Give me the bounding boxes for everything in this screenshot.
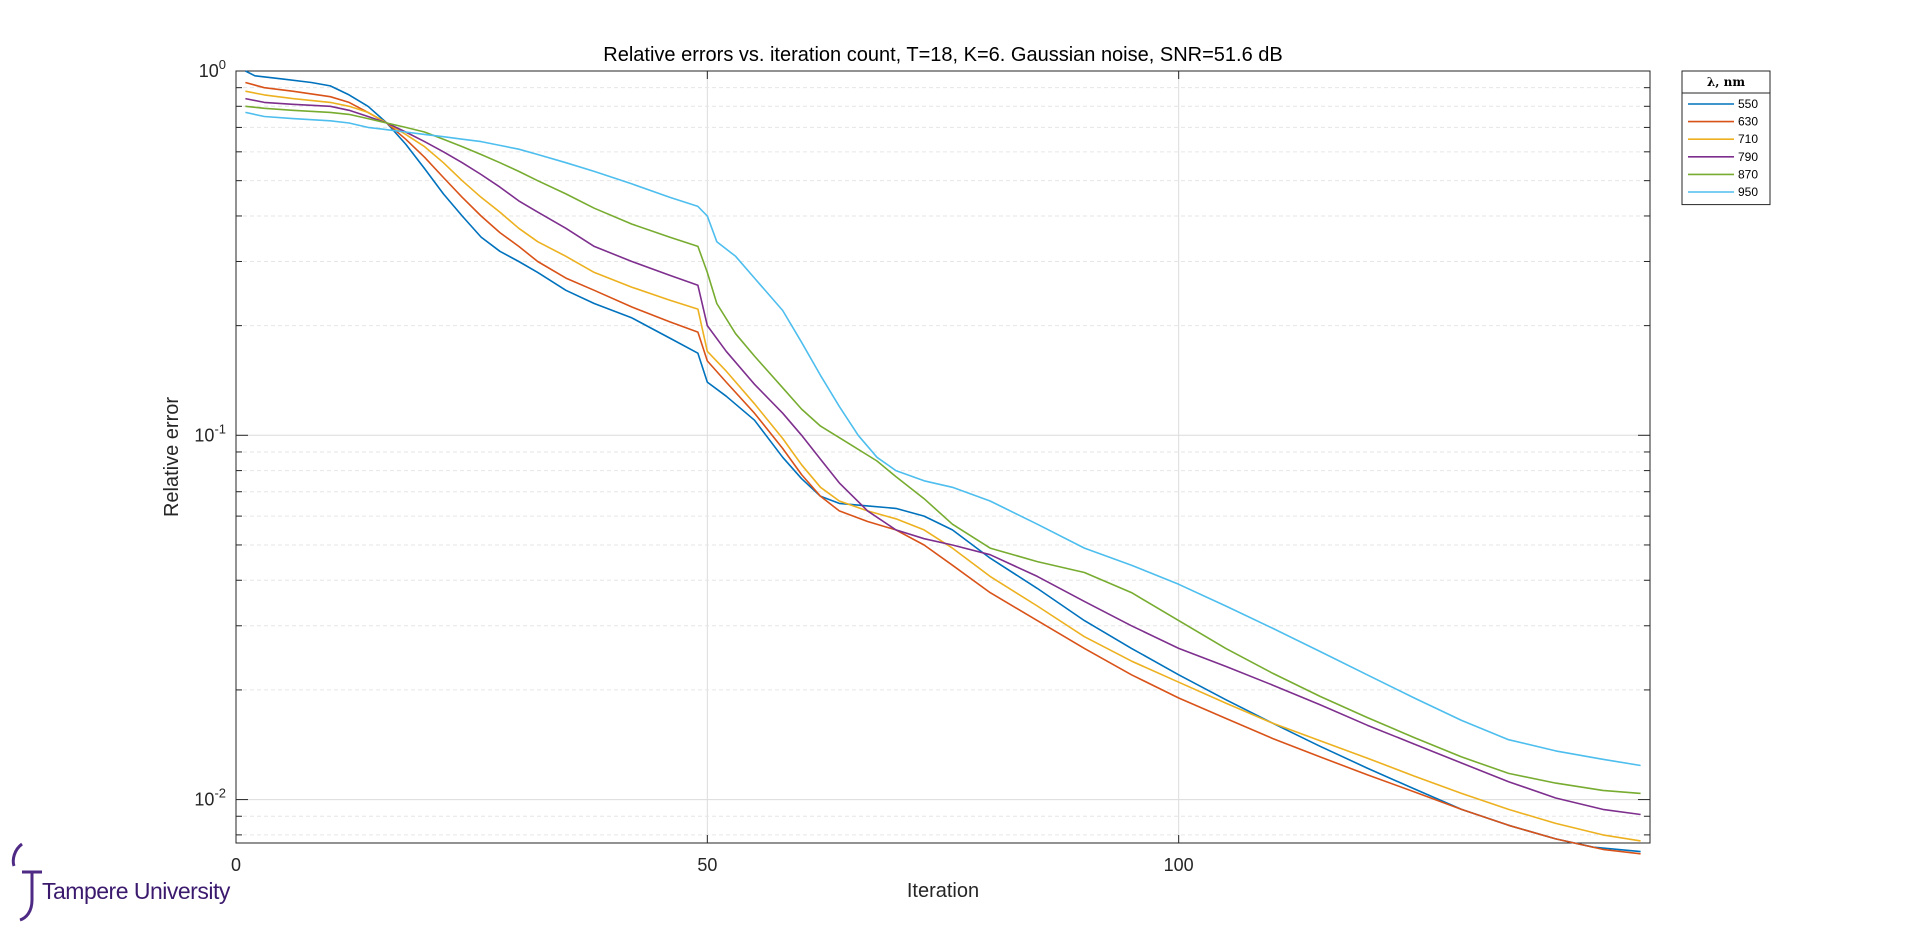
legend-label-630: 630 bbox=[1738, 115, 1758, 129]
y-tick-label: 10-1 bbox=[194, 421, 226, 445]
series-line-710 bbox=[245, 90, 1641, 842]
legend-label-550: 550 bbox=[1738, 97, 1758, 111]
series-line-790 bbox=[245, 97, 1641, 816]
tampere-university-logo bbox=[11, 842, 42, 922]
legend: λ, nm 550 630 710 790 870 950 bbox=[1681, 70, 1771, 206]
legend-label-710: 710 bbox=[1738, 132, 1758, 146]
series-line-630 bbox=[245, 81, 1641, 855]
y-tick-label: 100 bbox=[199, 57, 226, 81]
x-tick-label: 100 bbox=[1164, 855, 1194, 875]
series-line-950 bbox=[245, 111, 1641, 767]
x-tick-label: 50 bbox=[697, 855, 717, 875]
logo-bracket-icon bbox=[11, 842, 23, 867]
axis-ticks: 0 50 100 100 10-1 10-2 bbox=[194, 57, 1650, 875]
legend-items: 550 630 710 790 870 950 bbox=[1688, 97, 1758, 199]
chart-title: Relative errors vs. iteration count, T=1… bbox=[603, 44, 1282, 66]
logo-t-icon bbox=[19, 870, 42, 922]
legend-label-950: 950 bbox=[1738, 185, 1758, 199]
series-line-870 bbox=[245, 105, 1641, 795]
legend-title: λ, nm bbox=[1707, 75, 1745, 89]
series-line-550 bbox=[245, 70, 1641, 853]
logo-text: Tampere University bbox=[42, 878, 230, 904]
x-axis-label: Iteration bbox=[907, 880, 979, 902]
y-axis-label: Relative error bbox=[161, 397, 183, 517]
legend-label-790: 790 bbox=[1738, 150, 1758, 164]
y-tick-label: 10-2 bbox=[194, 786, 226, 810]
series-lines bbox=[245, 70, 1641, 855]
grid-lines bbox=[236, 70, 1650, 843]
legend-label-870: 870 bbox=[1738, 167, 1758, 181]
plot-area bbox=[235, 70, 1651, 844]
x-tick-label: 0 bbox=[231, 855, 241, 875]
